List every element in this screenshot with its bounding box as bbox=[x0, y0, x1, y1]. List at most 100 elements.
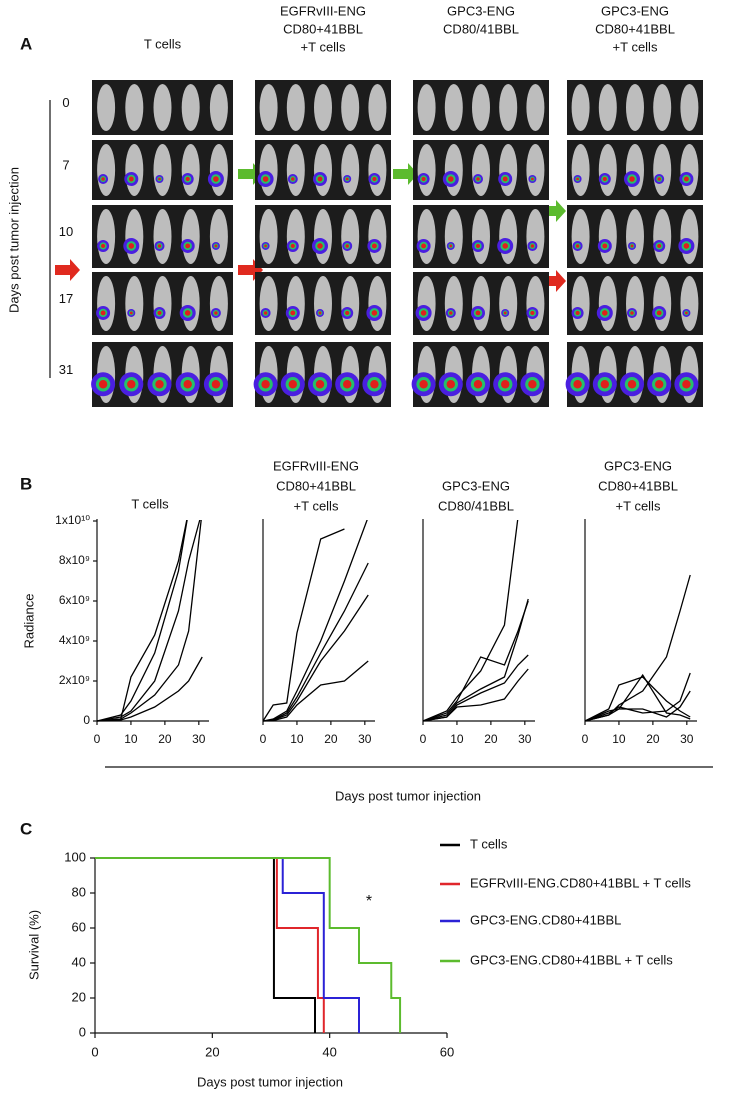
mouse bbox=[472, 209, 490, 264]
signal bbox=[446, 380, 455, 389]
mouse bbox=[626, 144, 644, 196]
mouse bbox=[341, 209, 360, 264]
mouse bbox=[499, 276, 518, 331]
day-label: 7 bbox=[62, 157, 69, 172]
mouse bbox=[259, 84, 278, 131]
legend-label: GPC3-ENG.CD80+41BBL bbox=[470, 912, 621, 927]
image-panel bbox=[255, 140, 391, 200]
mouse bbox=[598, 84, 617, 131]
day-label: 17 bbox=[59, 291, 73, 306]
mouse bbox=[598, 276, 617, 331]
x-tick-label: 20 bbox=[646, 732, 660, 746]
mouse bbox=[181, 276, 200, 331]
data-line bbox=[263, 594, 369, 722]
mouse bbox=[526, 144, 545, 196]
mouse bbox=[444, 144, 463, 196]
image-panel bbox=[413, 140, 549, 200]
signal bbox=[290, 310, 296, 316]
panel-label: A bbox=[20, 34, 32, 53]
panel-label: C bbox=[20, 819, 32, 838]
signal bbox=[372, 176, 377, 182]
mouse bbox=[571, 209, 590, 264]
mouse bbox=[444, 276, 463, 331]
signal bbox=[421, 243, 427, 249]
y-tick-label: 8x10⁹ bbox=[59, 553, 90, 567]
signal bbox=[502, 176, 508, 182]
y-tick-label: 6x10⁹ bbox=[59, 593, 90, 607]
signal bbox=[627, 380, 637, 389]
image-panel bbox=[92, 80, 233, 135]
mouse bbox=[417, 144, 436, 196]
mouse bbox=[417, 209, 436, 264]
data-line bbox=[263, 528, 345, 722]
x-tick-label: 30 bbox=[680, 732, 694, 746]
x-tick-label: 10 bbox=[450, 732, 464, 746]
x-tick-label: 20 bbox=[158, 732, 172, 746]
mouse bbox=[444, 209, 463, 264]
signal bbox=[291, 177, 295, 181]
mouse bbox=[472, 276, 490, 331]
signal bbox=[318, 311, 322, 315]
image-panel bbox=[413, 272, 549, 335]
mouse bbox=[209, 144, 228, 196]
mouse bbox=[571, 84, 590, 131]
chart-title: CD80+41BBL bbox=[598, 478, 678, 493]
chart-title: GPC3-ENG bbox=[604, 458, 672, 473]
y-tick-label: 100 bbox=[64, 849, 86, 864]
data-line bbox=[585, 676, 691, 722]
column-title: GPC3-ENG bbox=[601, 3, 669, 18]
mouse bbox=[499, 209, 518, 264]
y-label: Survival (%) bbox=[26, 910, 41, 980]
signal bbox=[261, 380, 270, 389]
mouse bbox=[153, 276, 172, 331]
mouse bbox=[125, 84, 144, 131]
y-label: Radiance bbox=[21, 594, 36, 649]
legend-label: GPC3-ENG.CD80+41BBL + T cells bbox=[470, 952, 673, 967]
mouse bbox=[680, 276, 699, 331]
image-panel bbox=[413, 205, 549, 268]
image-panel bbox=[567, 272, 703, 335]
mouse bbox=[417, 84, 436, 131]
chart-title: EGFRvIII-ENG bbox=[273, 458, 359, 473]
survival-line bbox=[95, 857, 360, 1033]
panel-label: B bbox=[20, 474, 32, 493]
signal bbox=[576, 177, 579, 181]
mouse bbox=[653, 84, 672, 131]
mouse bbox=[598, 209, 617, 264]
column-title: CD80/41BBL bbox=[443, 21, 519, 36]
mouse bbox=[598, 144, 617, 196]
column-title: +T cells bbox=[301, 39, 346, 54]
y-tick-label: 40 bbox=[72, 954, 86, 969]
mouse bbox=[499, 144, 518, 196]
signal bbox=[685, 311, 688, 315]
signal bbox=[657, 243, 662, 249]
signal bbox=[600, 380, 609, 389]
mouse bbox=[526, 209, 545, 264]
mouse bbox=[571, 276, 590, 331]
signal bbox=[185, 243, 191, 249]
signal bbox=[656, 310, 662, 316]
data-line bbox=[97, 520, 188, 722]
mouse bbox=[153, 209, 172, 264]
mouse bbox=[97, 209, 116, 264]
y-tick-label: 60 bbox=[72, 919, 86, 934]
signal bbox=[371, 310, 378, 316]
mouse bbox=[653, 209, 672, 264]
x-label: Days post tumor injection bbox=[197, 1074, 343, 1089]
signal bbox=[345, 244, 349, 248]
mouse bbox=[209, 84, 228, 131]
image-panel bbox=[565, 342, 703, 407]
x-tick-label: 10 bbox=[124, 732, 138, 746]
x-tick-label: 20 bbox=[205, 1044, 219, 1059]
signal bbox=[573, 380, 582, 389]
signal bbox=[602, 310, 608, 316]
signal bbox=[630, 311, 634, 315]
signal bbox=[657, 177, 661, 181]
chart-title: CD80+41BBL bbox=[276, 478, 356, 493]
signal bbox=[531, 177, 534, 181]
x-tick-label: 20 bbox=[324, 732, 338, 746]
signal bbox=[476, 177, 480, 181]
image-panel bbox=[92, 205, 233, 268]
image-panel bbox=[253, 342, 391, 407]
